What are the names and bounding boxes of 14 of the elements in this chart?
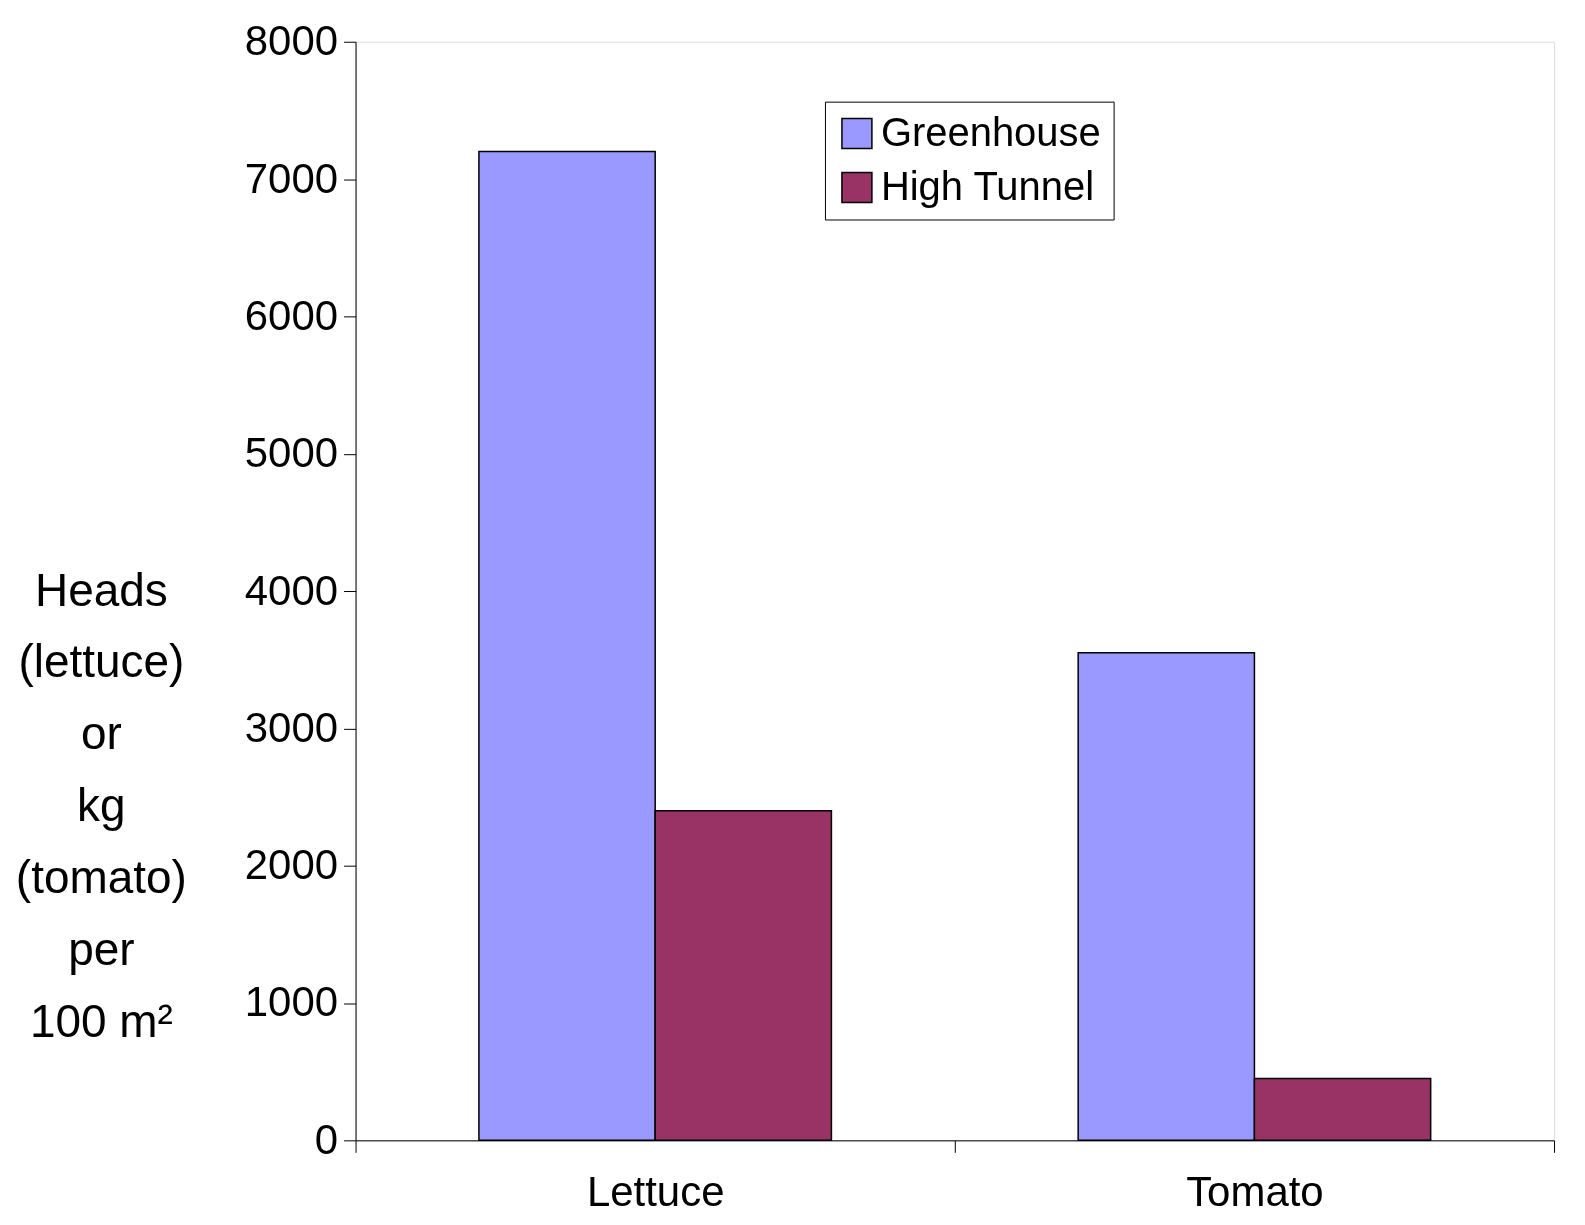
x-tick-label: Lettuce xyxy=(586,1167,725,1215)
y-tick-label: 3000 xyxy=(244,703,339,751)
legend-label: High Tunnel xyxy=(880,163,1095,208)
y-tick-label: 0 xyxy=(314,1115,339,1163)
y-tick-label: 1000 xyxy=(244,978,339,1026)
y-tick-label: 4000 xyxy=(244,566,339,614)
y-tick-label: 7000 xyxy=(244,154,339,202)
x-tick-label: Tomato xyxy=(1186,1167,1324,1215)
y-axis-title: Heads (lettuce) or kg (tomato) per 100 m² xyxy=(15,563,187,1047)
y-tick-label: 5000 xyxy=(244,429,339,477)
legend-label: Greenhouse xyxy=(880,109,1101,154)
y-tick-label: 2000 xyxy=(244,841,339,889)
y-tick-label: 6000 xyxy=(244,291,339,339)
y-tick-label: 8000 xyxy=(244,17,339,65)
